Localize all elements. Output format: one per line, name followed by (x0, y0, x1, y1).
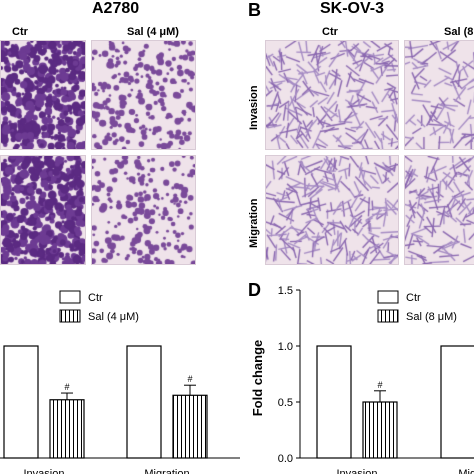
legend-d-ctr-label: Ctr (406, 292, 421, 304)
micrograph-skov3-sal-invasion (404, 40, 474, 150)
legend-d-sal-swatch (377, 309, 399, 323)
significance-mark: # (64, 382, 69, 392)
micrograph-a2780-ctr-migration (0, 155, 86, 265)
significance-mark: # (187, 374, 192, 384)
legend-d-ctr-swatch (377, 290, 399, 304)
micrograph-a2780-ctr-invasion (0, 40, 86, 150)
y-tick-label: 0.5 (278, 397, 293, 409)
bar-sal-invasion (362, 401, 398, 459)
bar-ctr-invasion (316, 345, 352, 459)
panel-b-title: SK-OV-3 (320, 0, 385, 17)
legend-c-ctr-label: Ctr (88, 292, 103, 304)
y-tick-label: 1.5 (278, 285, 293, 297)
panel-a-col-sal: Sal (4 μM) (127, 26, 179, 38)
micrograph-skov3-ctr-invasion (265, 40, 399, 150)
x-tick-label-migration: Migration (458, 468, 474, 474)
legend-c-ctr-swatch (59, 290, 81, 304)
plot-area-d: 0.0 0.5 1.0 1.5 # Invasion Migration (278, 285, 474, 474)
y-tick-label: 0.0 (278, 453, 293, 465)
panel-b-letter: B (248, 0, 261, 20)
legend-d-sal-label: Sal (8 μM) (406, 311, 457, 323)
legend-d: Ctr Sal (8 μM) (377, 290, 457, 323)
significance-mark: # (377, 380, 382, 390)
bar-sal-migration (172, 394, 208, 459)
micrograph-a2780-sal-invasion (91, 40, 196, 150)
x-tick-label-invasion: Invasion (24, 468, 65, 474)
plot-area-c: # Invasion # Migration (0, 345, 240, 474)
y-tick-label: 1.0 (278, 341, 293, 353)
legend-c-sal-label: Sal (4 μM) (88, 311, 139, 323)
legend-c: Ctr Sal (4 μM) (59, 290, 139, 323)
bar-ctr-invasion (3, 345, 39, 459)
micrograph-a2780-sal-migration (91, 155, 196, 265)
legend-c-sal-swatch (59, 309, 81, 323)
bar-ctr-migration (440, 345, 474, 459)
panel-b-col-sal: Sal (8 (444, 26, 474, 38)
x-tick-label-invasion: Invasion (337, 468, 378, 474)
panel-b-row-migration: Migration (248, 198, 260, 249)
panel-b-col-ctr: Ctr (322, 26, 338, 38)
panel-b-row-invasion: Invasion (248, 85, 260, 130)
micrograph-skov3-ctr-migration (265, 155, 399, 265)
bar-ctr-migration (126, 345, 162, 459)
panel-d-letter: D (248, 280, 261, 300)
panel-a-title: A2780 (92, 0, 140, 17)
x-tick-label-migration: Migration (144, 468, 189, 474)
y-axis-label-d: Fold change (250, 340, 265, 417)
micrograph-skov3-sal-migration (404, 155, 474, 265)
panel-a-col-ctr: Ctr (12, 26, 28, 38)
chart-skov3: Ctr Sal (8 μM) Fold change 0.0 0.5 1.0 1.5 #… (250, 285, 474, 474)
bar-sal-invasion (49, 399, 85, 459)
chart-a2780: Ctr Sal (4 μM) # Invasion # Migration (0, 290, 240, 474)
